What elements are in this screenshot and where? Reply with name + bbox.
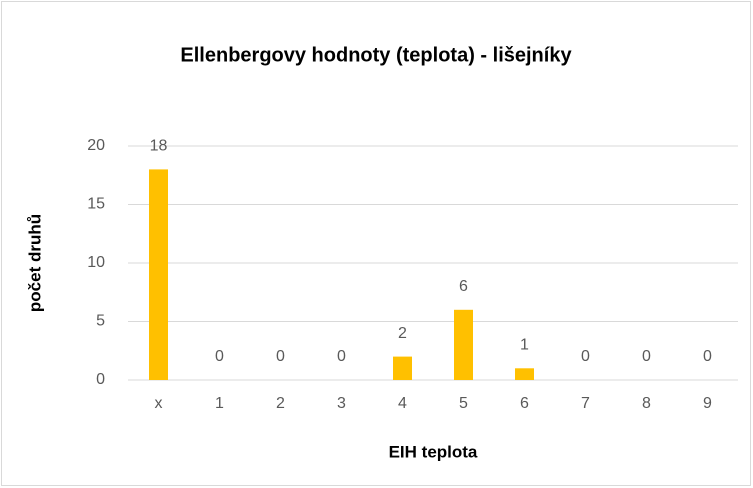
bar [515, 368, 534, 380]
bar [393, 356, 412, 380]
x-tick-label: 1 [215, 395, 224, 412]
y-tick-label: 15 [87, 196, 105, 213]
x-tick-label: x [155, 395, 163, 412]
data-label: 6 [459, 278, 468, 295]
y-tick-label: 10 [87, 254, 105, 271]
data-label: 0 [581, 348, 590, 365]
x-tick-label: 2 [276, 395, 285, 412]
bar [454, 309, 473, 380]
x-axis-title: EIH teplota [389, 442, 478, 461]
y-axis-title: počet druhů [25, 214, 44, 312]
data-label: 0 [215, 348, 224, 365]
x-tick-label: 7 [581, 395, 590, 412]
data-label: 1 [520, 337, 529, 354]
data-label: 18 [150, 138, 168, 155]
x-tick-label: 3 [337, 395, 346, 412]
data-label: 0 [276, 348, 285, 365]
x-tick-label: 6 [520, 395, 529, 412]
x-tick-label: 8 [642, 395, 651, 412]
y-tick-label: 20 [87, 137, 105, 154]
x-tick-label: 9 [703, 395, 712, 412]
y-tick-label: 5 [96, 313, 105, 330]
data-label: 0 [337, 348, 346, 365]
x-tick-label: 4 [398, 395, 407, 412]
bar [149, 169, 168, 380]
data-label: 0 [642, 348, 651, 365]
data-label: 0 [703, 348, 712, 365]
y-tick-label: 0 [96, 371, 105, 388]
chart-title: Ellenbergovy hodnoty (teplota) - lišejní… [180, 44, 572, 66]
data-label: 2 [398, 325, 407, 342]
x-tick-label: 5 [459, 395, 468, 412]
